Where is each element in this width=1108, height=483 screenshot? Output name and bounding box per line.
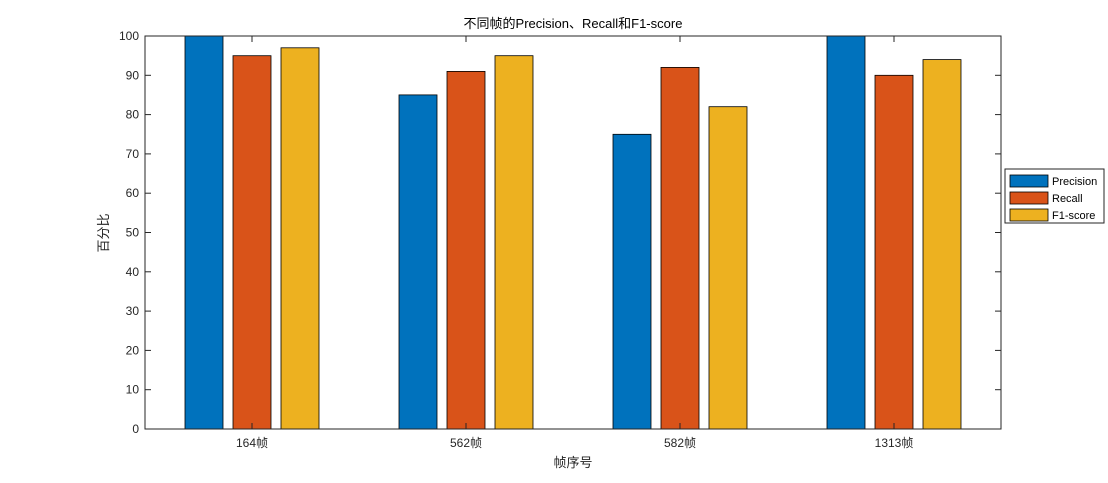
y-tick-label: 10 — [126, 383, 140, 397]
bar-precision-3 — [826, 35, 866, 430]
bar-f1-score-3 — [922, 59, 962, 430]
y-tick-label: 90 — [126, 68, 140, 82]
y-tick-label: 40 — [126, 265, 140, 279]
chart-title: 不同帧的Precision、Recall和F1-score — [464, 16, 683, 31]
y-tick-label: 80 — [126, 108, 140, 122]
y-axis-title: 百分比 — [96, 213, 111, 252]
y-tick-label: 30 — [126, 304, 140, 318]
y-tick-label: 70 — [126, 147, 140, 161]
axes-box — [144, 35, 1002, 430]
x-tick-label: 164帧 — [236, 436, 268, 450]
bar-precision-2 — [612, 133, 652, 430]
bar-recall-2 — [660, 67, 700, 430]
legend-label-0: Precision — [1052, 176, 1097, 188]
bar-precision-1 — [398, 94, 438, 430]
y-tick-label: 20 — [126, 343, 140, 357]
legend-label-1: Recall — [1052, 193, 1083, 205]
plot-area: 0 10 20 30 40 50 60 70 80 90 100 164帧 562帧 582帧 1313帧 — [119, 29, 1002, 450]
bar-f1-score-2 — [708, 106, 748, 430]
legend-label-2: F1-score — [1052, 210, 1095, 222]
bar-recall-0 — [232, 55, 272, 430]
x-tick-label: 1313帧 — [875, 436, 914, 450]
legend: Precision Recall F1-score — [1004, 168, 1105, 224]
legend-swatch-0 — [1009, 174, 1049, 188]
legend-swatch-2 — [1009, 208, 1049, 222]
x-tick-label: 562帧 — [450, 436, 482, 450]
bar-f1-score-1 — [494, 55, 534, 430]
legend-swatch-1 — [1009, 191, 1049, 205]
y-tick-label: 100 — [119, 29, 139, 43]
bar-recall-1 — [446, 71, 486, 430]
x-axis-title: 帧序号 — [553, 455, 592, 470]
bar-precision-0 — [184, 35, 224, 430]
y-tick-label: 60 — [126, 186, 140, 200]
y-tick-label: 0 — [132, 422, 139, 436]
bar-recall-3 — [874, 74, 914, 430]
x-tick-label: 582帧 — [664, 436, 696, 450]
bar-f1-score-0 — [280, 47, 320, 430]
y-tick-label: 50 — [126, 226, 140, 240]
